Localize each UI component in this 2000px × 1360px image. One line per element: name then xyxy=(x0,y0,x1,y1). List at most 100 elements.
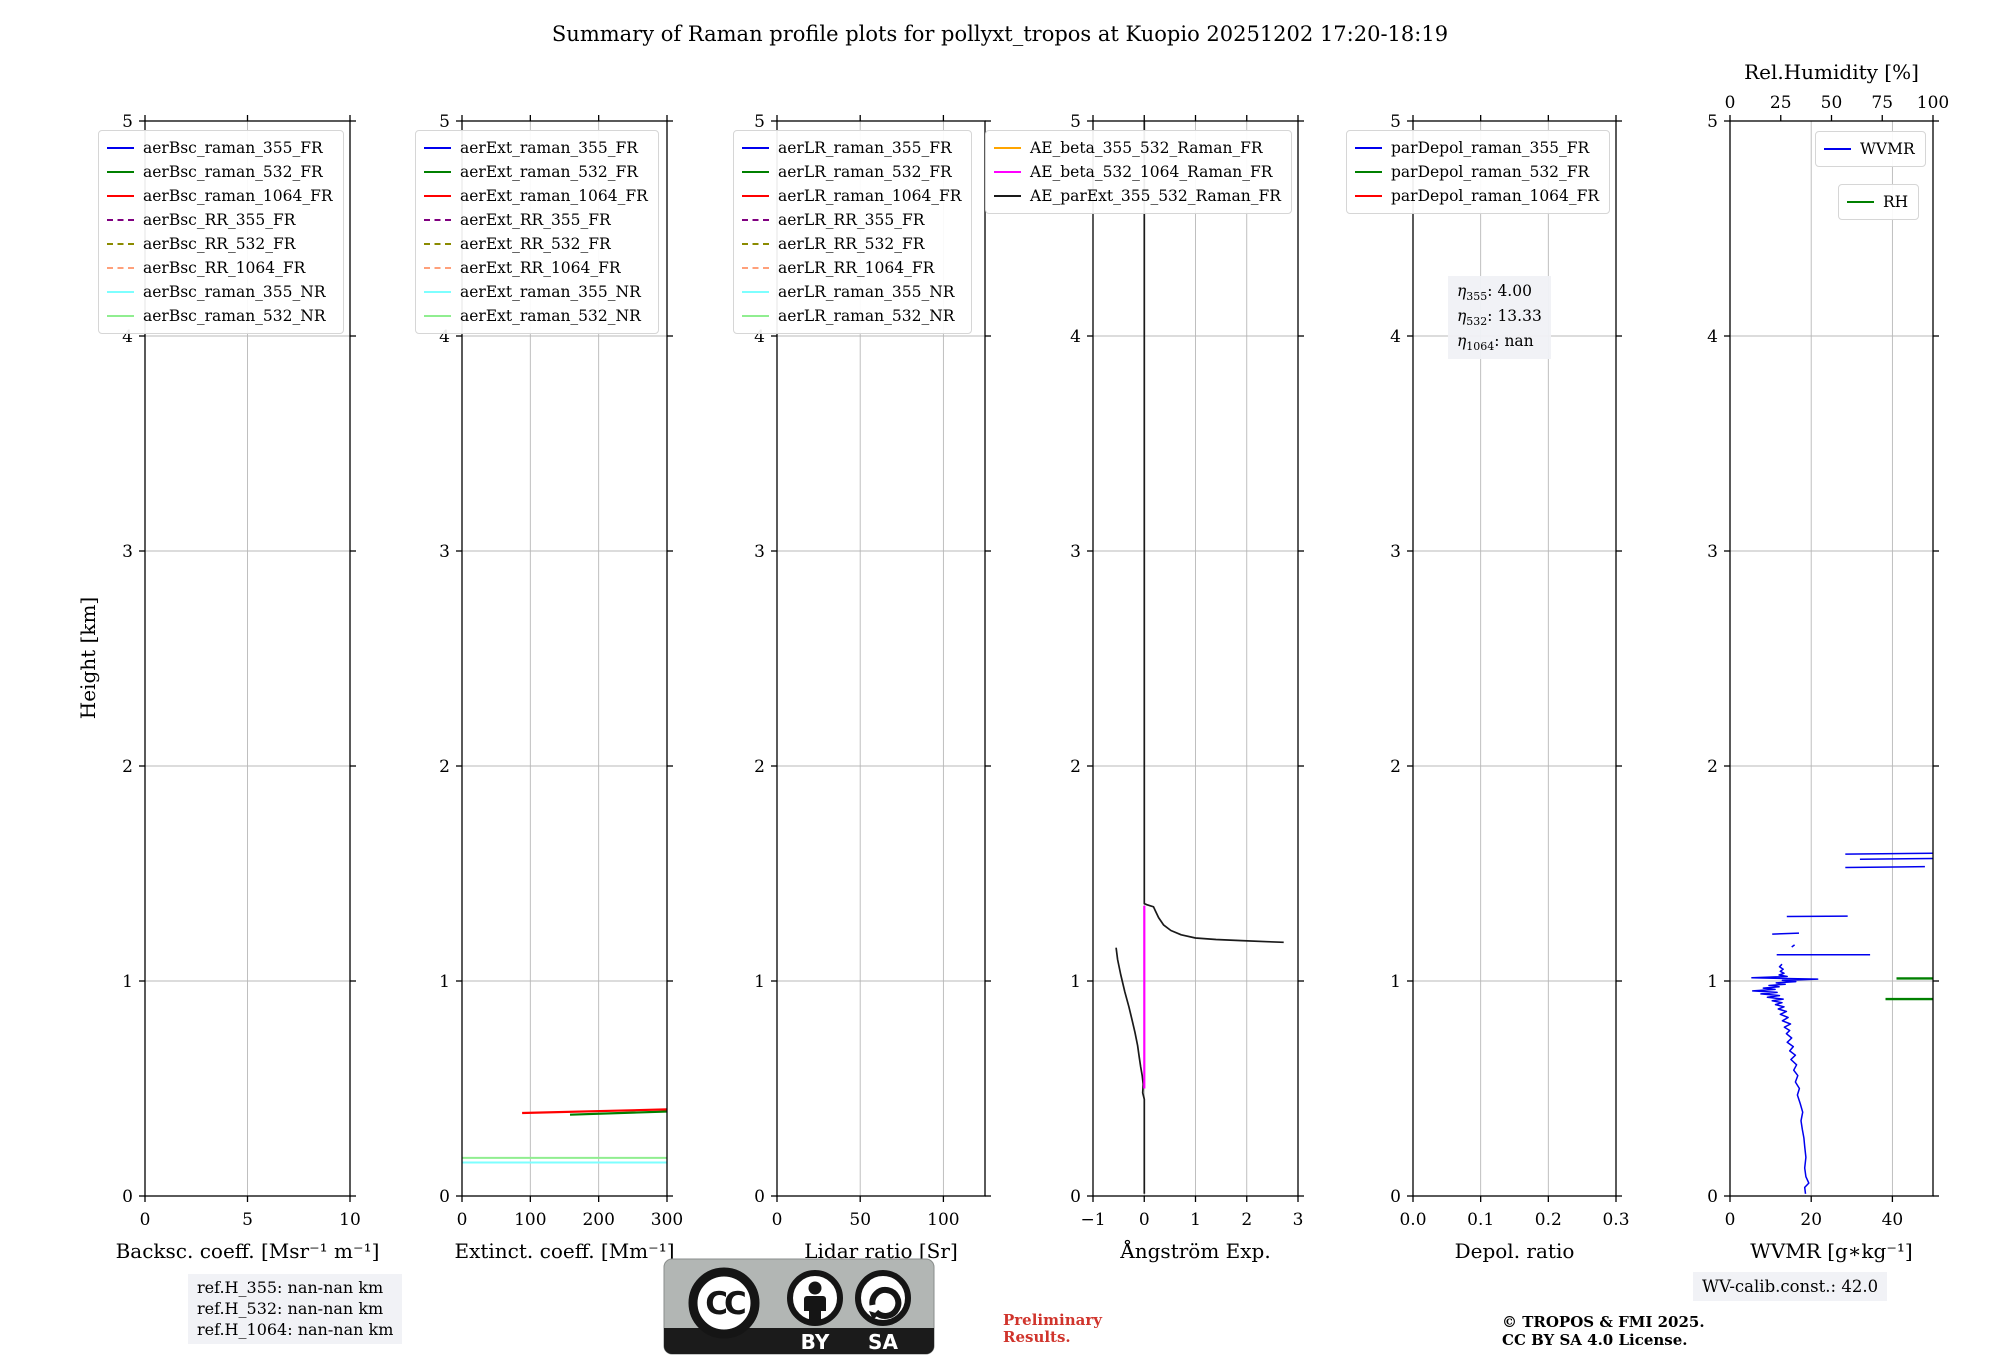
series-aerExt_raman_532_FR xyxy=(569,1110,668,1116)
page-title: Summary of Raman profile plots for polly… xyxy=(551,22,1449,46)
legend-label: aerBsc_RR_1064_FR xyxy=(143,259,306,277)
legend-angstrom: AE_beta_355_532_Raman_FR AE_beta_532_1064… xyxy=(985,130,1292,214)
cc-circle-text: CC xyxy=(705,1286,745,1322)
legend-label: aerExt_raman_532_NR xyxy=(460,307,641,325)
legend-item: aerLR_raman_355_NR xyxy=(742,280,961,304)
y-tick-label: 0 xyxy=(439,1187,450,1207)
eta-subscript: 1064 xyxy=(1466,340,1495,354)
y-tick-label: 3 xyxy=(754,542,765,562)
by-person-body xyxy=(804,1296,826,1320)
legend-line-sample xyxy=(424,171,451,173)
preliminary-results-note: Preliminary Results. xyxy=(1003,1311,1102,1347)
legend-line-sample xyxy=(424,243,451,245)
legend-item: RH xyxy=(1847,190,1908,214)
series-group xyxy=(462,1108,668,1164)
legend-label: aerExt_raman_355_NR xyxy=(460,283,641,301)
legend-label: aerLR_raman_355_FR xyxy=(778,139,952,157)
eta-subscript: 532 xyxy=(1466,315,1488,329)
y-tick-label: 1 xyxy=(439,972,450,992)
x-axis-label: Depol. ratio xyxy=(1455,1239,1575,1263)
legend-label: AE_parExt_355_532_Raman_FR xyxy=(1030,187,1281,205)
legend-label: aerLR_raman_1064_FR xyxy=(778,187,962,205)
legend-line-sample xyxy=(1824,148,1851,150)
legend-item: aerExt_raman_532_NR xyxy=(424,304,648,328)
y-tick-label: 4 xyxy=(754,327,765,347)
eta-row-532: η532: 13.33 xyxy=(1457,305,1542,330)
x-tick-label: 0.0 xyxy=(1399,1210,1426,1230)
legend-item: aerExt_RR_355_FR xyxy=(424,208,648,232)
legend-item: aerLR_raman_355_FR xyxy=(742,136,961,160)
series-WVMR_dash_1.16km xyxy=(1791,944,1796,948)
panel-angstrom-exponent: −1 0 1 2 3 0 1 2 3 4 5 Ångström Exp. xyxy=(1070,112,1304,1263)
legend-label: RH xyxy=(1883,193,1909,211)
eta-subscript: 355 xyxy=(1466,290,1488,304)
height-axis-label: Height [km] xyxy=(76,596,100,720)
eta-symbol: η xyxy=(1457,332,1467,351)
panel-depolarization-ratio: 0.0 0.1 0.2 0.3 0 1 2 3 4 5 Depol. ratio xyxy=(1390,112,1629,1263)
legend-line-sample xyxy=(107,315,134,317)
legend-item: parDepol_raman_1064_FR xyxy=(1355,184,1599,208)
legend-line-sample xyxy=(1355,147,1382,149)
panel-frame xyxy=(461,120,668,1197)
y-tick-label: 3 xyxy=(122,542,133,562)
legend-label: aerExt_RR_355_FR xyxy=(460,211,611,229)
series-WVMR_profile xyxy=(1751,963,1819,1194)
legend-label: parDepol_raman_532_FR xyxy=(1391,163,1590,181)
eta-value: : 4.00 xyxy=(1487,282,1532,300)
legend-line-sample xyxy=(424,147,451,149)
x-tick-label: 300 xyxy=(651,1210,683,1230)
series-AE_parExt_355_532_Raman_FR_upper xyxy=(1143,121,1284,944)
y-tick-label: 0 xyxy=(1070,1187,1081,1207)
y-tick-label: 4 xyxy=(1070,327,1081,347)
legend-line-sample xyxy=(107,171,134,173)
y-tick-label: 5 xyxy=(122,112,133,132)
series-WVMR_segment_1.22km xyxy=(1772,932,1800,935)
eta-value: : nan xyxy=(1494,332,1534,351)
legend-line-sample xyxy=(994,195,1021,197)
legend-item: aerBsc_RR_355_FR xyxy=(107,208,333,232)
y-tick-label: 1 xyxy=(122,972,133,992)
copyright-line: © TROPOS & FMI 2025. xyxy=(1502,1313,1705,1331)
x-tick-label: 0 xyxy=(772,1210,783,1230)
legend-line-sample xyxy=(994,147,1021,149)
y-tick-label: 2 xyxy=(1707,757,1718,777)
ref-h-1064: ref.H_1064: nan-nan km xyxy=(197,1319,394,1339)
legend-label: aerLR_RR_532_FR xyxy=(778,235,925,253)
legend-line-sample xyxy=(742,315,769,317)
cc-by-sa-logo: CC BY SA xyxy=(663,1258,935,1359)
x-tick-label: 0 xyxy=(1139,1210,1150,1230)
legend-rh: RH xyxy=(1838,184,1920,220)
legend-label: WVMR xyxy=(1860,140,1915,158)
legend-line-sample xyxy=(742,195,769,197)
series-WVMR_segment_1.59km xyxy=(1845,852,1934,855)
y-tick-label: 2 xyxy=(1070,757,1081,777)
legend-line-sample xyxy=(742,171,769,173)
legend-line-sample xyxy=(742,243,769,245)
copyright-note: © TROPOS & FMI 2025. CC BY SA 4.0 Licens… xyxy=(1502,1313,1705,1349)
legend-line-sample xyxy=(107,195,134,197)
y-tick-label: 3 xyxy=(1707,542,1718,562)
legend-item: aerExt_raman_532_FR xyxy=(424,160,648,184)
legend-line-sample xyxy=(107,267,134,269)
legend-item: aerLR_raman_1064_FR xyxy=(742,184,961,208)
x-tick-label: 5 xyxy=(242,1210,253,1230)
legend-item: aerBsc_raman_355_NR xyxy=(107,280,333,304)
legend-item: aerExt_RR_1064_FR xyxy=(424,256,648,280)
eta-symbol: η xyxy=(1457,282,1467,300)
legend-item: parDepol_raman_532_FR xyxy=(1355,160,1599,184)
y-tick-label: 2 xyxy=(122,757,133,777)
legend-item: aerLR_raman_532_NR xyxy=(742,304,961,328)
x-tick-label: 10 xyxy=(339,1210,361,1230)
legend-item: aerExt_raman_355_FR xyxy=(424,136,648,160)
reference-height-annotation: ref.H_355: nan-nan km ref.H_532: nan-nan… xyxy=(188,1274,403,1345)
y-tick-label: 5 xyxy=(754,112,765,132)
legend-item: AE_parExt_355_532_Raman_FR xyxy=(994,184,1281,208)
y-tick-label: 3 xyxy=(1390,542,1401,562)
legend-line-sample xyxy=(1847,201,1874,203)
legend-item: AE_beta_355_532_Raman_FR xyxy=(994,136,1281,160)
cc-logo-graphic: CC BY SA xyxy=(663,1258,935,1355)
legend-wvmr: WVMR xyxy=(1815,131,1926,167)
